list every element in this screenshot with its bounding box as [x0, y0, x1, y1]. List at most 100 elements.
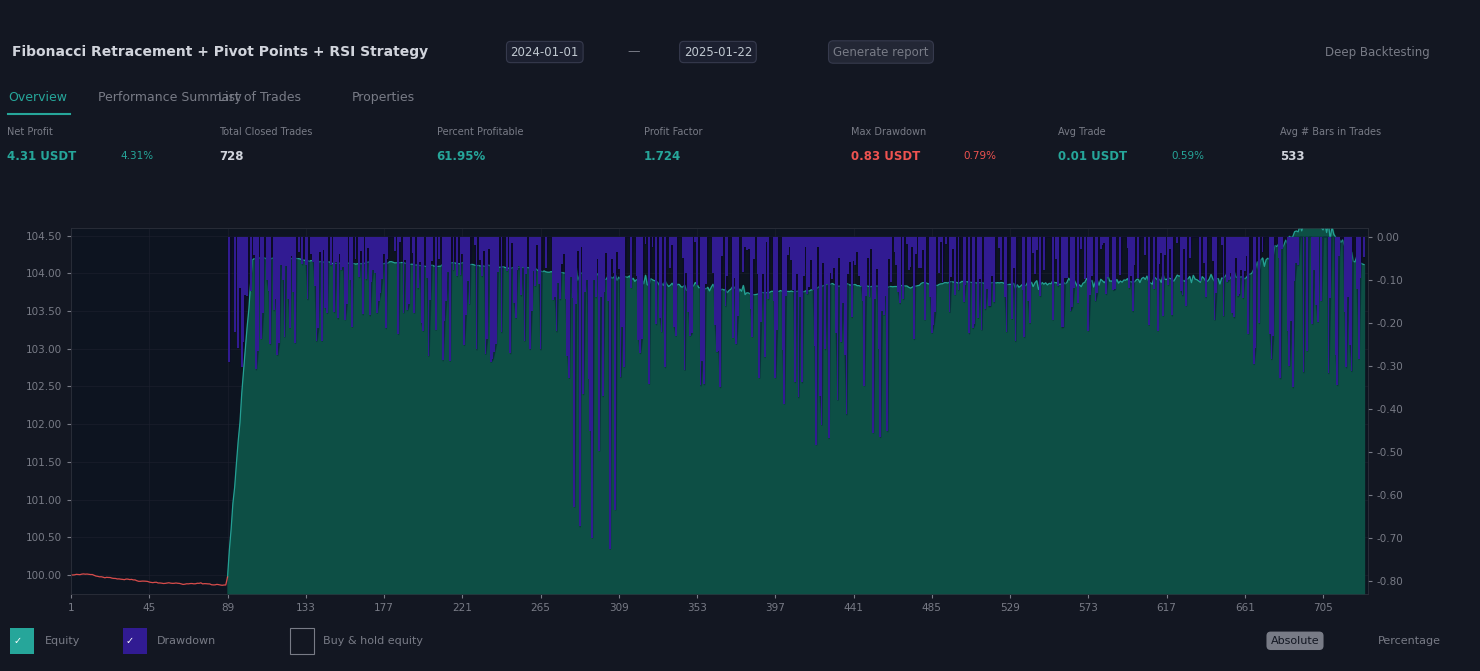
Bar: [743, 237, 744, 272]
Bar: [1311, 237, 1313, 324]
Bar: [744, 237, 746, 247]
Bar: [1128, 237, 1131, 289]
Bar: [598, 237, 599, 450]
Bar: [537, 237, 540, 284]
Bar: [536, 237, 537, 245]
Bar: [885, 237, 887, 296]
Bar: [443, 237, 444, 360]
Bar: [1080, 237, 1082, 250]
Bar: [968, 237, 969, 333]
Bar: [1148, 237, 1150, 325]
Bar: [811, 237, 814, 290]
Bar: [1157, 237, 1159, 331]
Bar: [799, 237, 801, 297]
Bar: [360, 237, 361, 251]
Bar: [915, 237, 916, 254]
Bar: [776, 237, 778, 330]
Bar: [349, 237, 351, 280]
Bar: [277, 237, 278, 355]
Bar: [1057, 237, 1060, 286]
Bar: [620, 237, 622, 377]
Bar: [1237, 237, 1239, 297]
Bar: [554, 237, 555, 297]
Bar: [469, 237, 471, 303]
Bar: [1160, 237, 1162, 253]
Text: 2024-01-01: 2024-01-01: [511, 46, 579, 58]
Bar: [599, 237, 602, 297]
Bar: [1225, 237, 1228, 282]
Bar: [281, 237, 284, 280]
Bar: [382, 237, 383, 279]
Bar: [429, 237, 431, 300]
Bar: [1205, 237, 1206, 297]
Bar: [672, 237, 673, 245]
Bar: [1313, 237, 1316, 270]
Bar: [1262, 237, 1264, 252]
Bar: [306, 237, 308, 299]
Bar: [484, 237, 487, 354]
Text: Avg # Bars in Trades: Avg # Bars in Trades: [1280, 127, 1381, 137]
Bar: [1317, 237, 1319, 322]
Bar: [1035, 237, 1036, 274]
Bar: [326, 237, 329, 313]
Bar: [1335, 237, 1336, 355]
Bar: [589, 237, 591, 431]
Bar: [984, 237, 986, 309]
Bar: [752, 237, 753, 337]
Bar: [790, 237, 792, 260]
Bar: [895, 237, 897, 264]
Bar: [447, 237, 448, 272]
Bar: [488, 237, 490, 249]
Bar: [842, 237, 844, 303]
Bar: [1345, 237, 1347, 368]
Bar: [807, 237, 808, 294]
Bar: [889, 237, 892, 282]
Bar: [408, 237, 410, 305]
Bar: [586, 237, 588, 280]
Bar: [519, 237, 522, 295]
Bar: [851, 237, 852, 317]
Bar: [394, 237, 395, 252]
Bar: [253, 237, 255, 254]
Bar: [858, 237, 860, 276]
Bar: [685, 237, 687, 272]
Text: ✓: ✓: [126, 636, 133, 646]
Bar: [602, 237, 604, 396]
Bar: [1298, 237, 1299, 265]
Bar: [827, 237, 830, 438]
Bar: [833, 237, 835, 268]
Bar: [244, 237, 246, 295]
Bar: [268, 237, 269, 291]
Text: 4.31 USDT: 4.31 USDT: [7, 150, 77, 162]
Bar: [123, 627, 147, 654]
Bar: [1239, 237, 1240, 294]
Bar: [324, 237, 326, 308]
Bar: [907, 237, 910, 270]
Bar: [1168, 237, 1169, 285]
Bar: [941, 237, 943, 282]
Bar: [734, 237, 736, 278]
Bar: [482, 237, 484, 251]
Bar: [258, 237, 259, 352]
Text: Net Profit: Net Profit: [7, 127, 53, 137]
Bar: [749, 237, 752, 309]
Bar: [435, 237, 437, 330]
Bar: [234, 237, 235, 332]
Bar: [385, 237, 386, 328]
Bar: [576, 237, 577, 304]
Bar: [616, 237, 619, 252]
Text: 0.83 USDT: 0.83 USDT: [851, 150, 921, 162]
Bar: [1328, 237, 1329, 373]
Bar: [346, 237, 348, 304]
Bar: [525, 237, 527, 274]
Bar: [913, 237, 915, 339]
Text: Absolute: Absolute: [1271, 636, 1319, 646]
Bar: [466, 237, 469, 281]
Bar: [561, 237, 562, 264]
Bar: [1113, 237, 1114, 290]
Bar: [579, 237, 580, 527]
Bar: [278, 237, 280, 343]
Bar: [1243, 237, 1246, 271]
Bar: [315, 237, 317, 341]
Bar: [950, 237, 952, 276]
